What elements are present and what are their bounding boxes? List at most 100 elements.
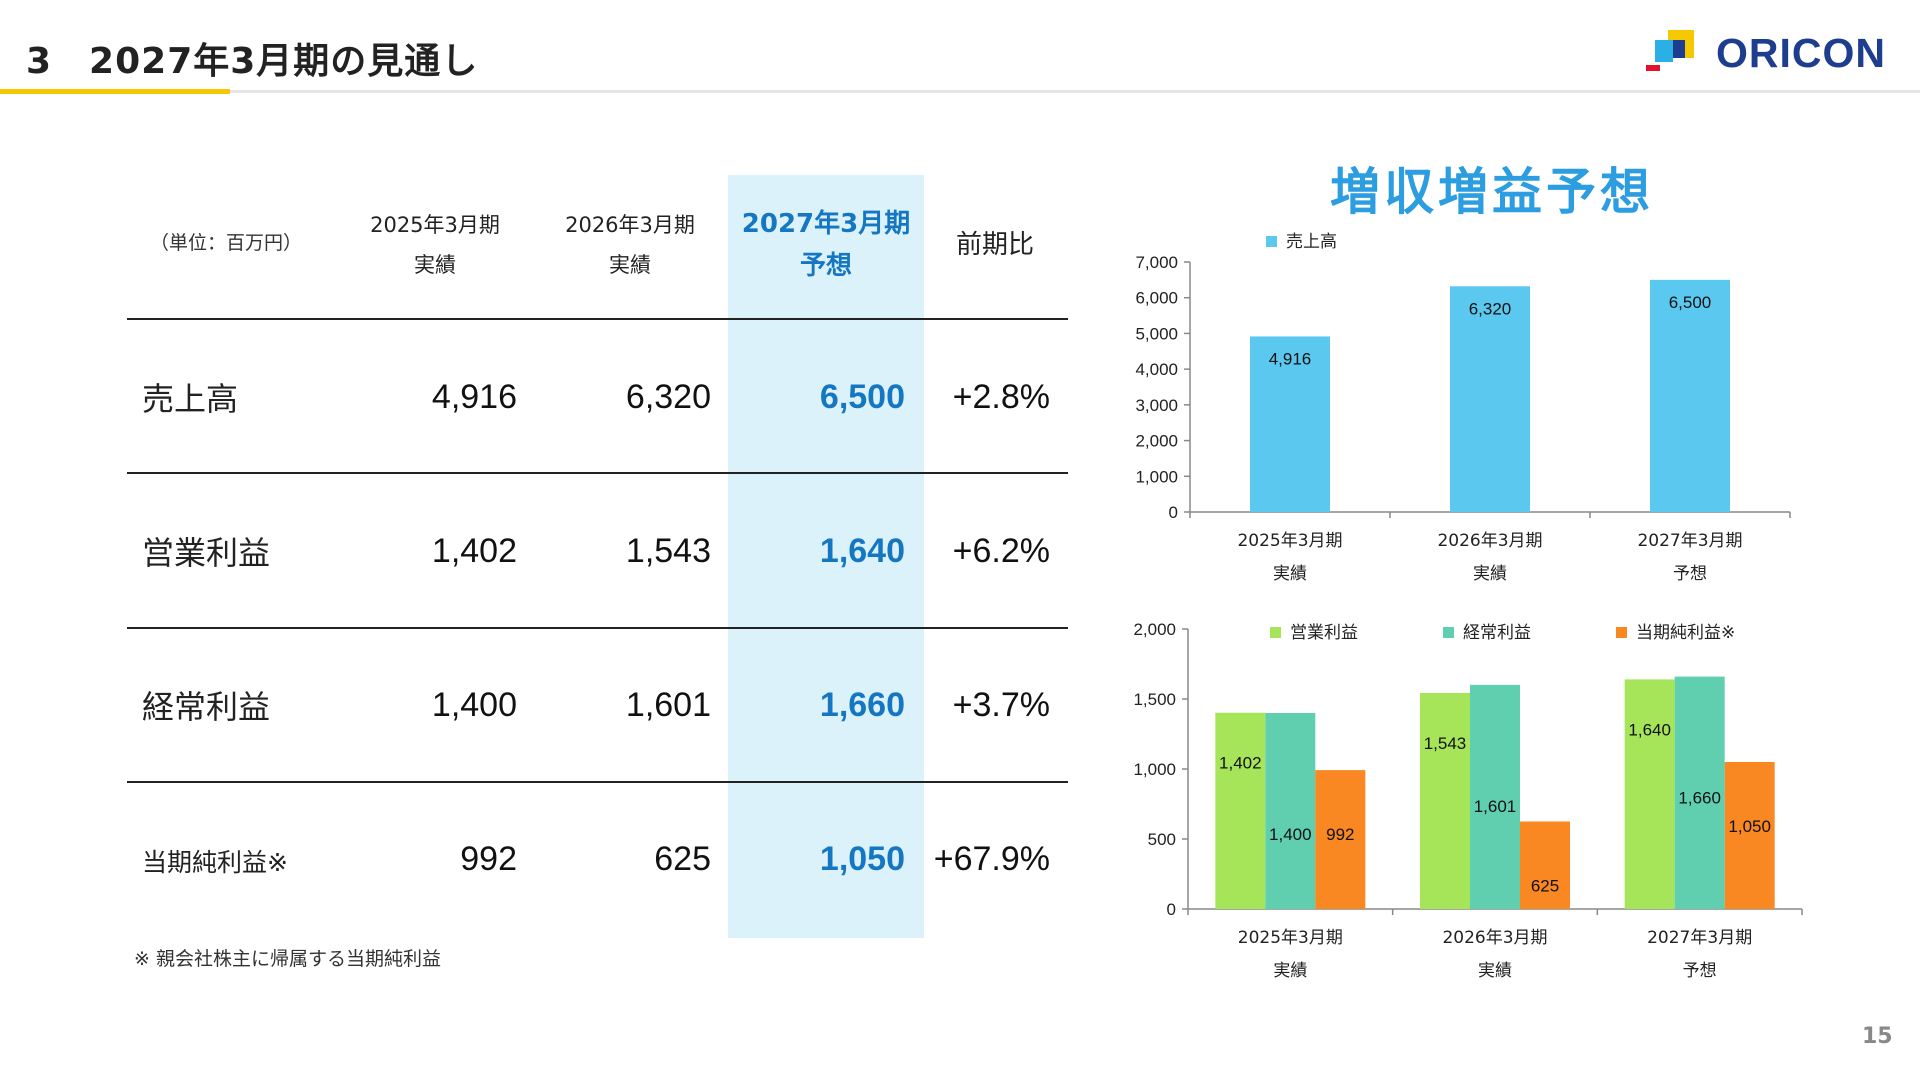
legend-label: 当期純利益※ bbox=[1636, 623, 1735, 643]
x-tick-label: 実績 bbox=[1473, 564, 1507, 584]
legend-swatch bbox=[1266, 236, 1277, 247]
legend-label: 営業利益 bbox=[1290, 623, 1358, 643]
col-header-line1: 2027年3月期 bbox=[741, 209, 911, 239]
col-header-line1: 前期比 bbox=[955, 230, 1034, 260]
cell-sales-2027: 6,500 bbox=[819, 378, 905, 416]
y-tick-label: 500 bbox=[1148, 830, 1176, 849]
x-tick-label: 予想 bbox=[1673, 564, 1707, 584]
bar-1 bbox=[1420, 692, 1470, 909]
row-label-net-profit: 当期純利益※ bbox=[142, 848, 288, 877]
col-header-line1: 2025年3月期 bbox=[370, 213, 500, 237]
sales-bar-chart: 0 1,000 2,000 3,000 4,000 5,000 6,000 7,000 2025… bbox=[1135, 232, 1791, 584]
table-rule bbox=[127, 472, 1068, 474]
bar-1 bbox=[1650, 279, 1730, 512]
x-tick-label: 2025年3月期 bbox=[1237, 531, 1342, 551]
x-tick-label: 2026年3月期 bbox=[1437, 531, 1542, 551]
data-label: 625 bbox=[1531, 877, 1559, 896]
cell-op-2026: 1,543 bbox=[625, 532, 711, 570]
col-header-2027: 2027年3月期 予想 bbox=[728, 203, 924, 287]
col-header-line2: 予想 bbox=[799, 251, 852, 281]
cell-net-2025: 992 bbox=[460, 840, 517, 878]
oricon-logo: ORICON bbox=[1646, 28, 1896, 78]
row-label-ordinary-profit: 経常利益 bbox=[142, 688, 271, 726]
col-header-line2: 実績 bbox=[414, 253, 456, 277]
data-label: 1,400 bbox=[1269, 825, 1312, 844]
cell-op-yoy: +6.2% bbox=[952, 532, 1050, 570]
footnote: ※ 親会社株主に帰属する当期純利益 bbox=[134, 948, 441, 970]
unit-label: （単位：百万円） bbox=[150, 232, 303, 254]
y-tick-label: 4,000 bbox=[1135, 360, 1178, 379]
bar-3 bbox=[1520, 821, 1570, 909]
col-header-2025: 2025年3月期 実績 bbox=[345, 205, 525, 285]
x-tick-label: 実績 bbox=[1273, 564, 1307, 584]
cell-net-2027: 1,050 bbox=[819, 840, 905, 878]
cell-op-2025: 1,402 bbox=[431, 532, 517, 570]
y-tick-label: 2,000 bbox=[1133, 620, 1176, 639]
y-tick-label: 7,000 bbox=[1135, 253, 1178, 272]
col-header-line1: 2026年3月期 bbox=[565, 213, 695, 237]
bar-2 bbox=[1470, 684, 1520, 909]
x-tick-label: 2027年3月期 bbox=[1647, 928, 1752, 948]
x-tick-label: 実績 bbox=[1478, 961, 1512, 981]
data-label: 1,402 bbox=[1219, 754, 1262, 773]
bar-1 bbox=[1215, 712, 1266, 909]
cell-sales-2025: 4,916 bbox=[431, 378, 517, 416]
legend-swatch bbox=[1443, 627, 1454, 638]
cell-net-yoy: +67.9% bbox=[933, 840, 1050, 878]
forecast-column-highlight bbox=[728, 175, 924, 938]
y-tick-label: 6,000 bbox=[1135, 289, 1178, 308]
bar-3 bbox=[1315, 770, 1366, 909]
y-tick-label: 2,000 bbox=[1135, 432, 1178, 451]
y-tick-label: 5,000 bbox=[1135, 324, 1178, 343]
data-label: 4,916 bbox=[1269, 349, 1312, 368]
table-rule bbox=[127, 627, 1068, 629]
cell-ord-2025: 1,400 bbox=[431, 686, 517, 724]
row-label-operating-profit: 営業利益 bbox=[142, 534, 271, 572]
table-rule bbox=[127, 318, 1068, 320]
header-divider bbox=[0, 90, 1920, 93]
col-header-yoy: 前期比 bbox=[925, 225, 1065, 265]
bar-1 bbox=[1250, 336, 1330, 512]
bar-1 bbox=[1624, 679, 1675, 909]
data-label: 1,640 bbox=[1628, 720, 1671, 739]
bar-2 bbox=[1265, 713, 1316, 909]
data-label: 6,320 bbox=[1469, 299, 1512, 318]
cell-op-2027: 1,640 bbox=[819, 532, 905, 570]
cell-sales-yoy: +2.8% bbox=[952, 378, 1050, 416]
header-accent-bar bbox=[0, 89, 230, 94]
logo-text: ORICON bbox=[1716, 30, 1886, 76]
y-tick-label: 1,500 bbox=[1133, 690, 1176, 709]
data-label: 1,601 bbox=[1474, 797, 1517, 816]
legend-swatch bbox=[1616, 627, 1627, 638]
legend-label: 経常利益 bbox=[1463, 623, 1531, 643]
cell-net-2026: 625 bbox=[654, 840, 711, 878]
page-number: 15 bbox=[1862, 1024, 1893, 1049]
bar-3 bbox=[1724, 762, 1775, 909]
y-tick-label: 1,000 bbox=[1133, 760, 1176, 779]
x-tick-label: 予想 bbox=[1683, 961, 1717, 981]
bar-2 bbox=[1674, 676, 1725, 909]
page-title: 3 2027年3月期の見通し bbox=[26, 41, 479, 82]
data-label: 6,500 bbox=[1669, 293, 1712, 312]
cell-ord-yoy: +3.7% bbox=[952, 686, 1050, 724]
x-tick-label: 2026年3月期 bbox=[1442, 928, 1547, 948]
x-tick-label: 2025年3月期 bbox=[1238, 928, 1343, 948]
x-tick-label: 2027年3月期 bbox=[1637, 531, 1742, 551]
col-header-2026: 2026年3月期 実績 bbox=[540, 205, 720, 285]
legend-swatch bbox=[1270, 627, 1281, 638]
data-label: 992 bbox=[1326, 825, 1354, 844]
y-tick-label: 0 bbox=[1167, 900, 1176, 919]
data-label: 1,660 bbox=[1678, 789, 1721, 808]
cell-ord-2027: 1,660 bbox=[819, 686, 905, 724]
bar-1 bbox=[1450, 286, 1530, 512]
legend-label: 売上高 bbox=[1286, 232, 1337, 252]
chart-heading: 増収増益予想 bbox=[1330, 163, 1654, 221]
cell-sales-2026: 6,320 bbox=[625, 378, 711, 416]
y-tick-label: 1,000 bbox=[1135, 467, 1178, 486]
y-tick-label: 3,000 bbox=[1135, 396, 1178, 415]
data-label: 1,050 bbox=[1728, 817, 1771, 836]
row-label-sales: 売上高 bbox=[142, 380, 239, 418]
table-rule bbox=[127, 781, 1068, 783]
cell-ord-2026: 1,601 bbox=[625, 686, 711, 724]
